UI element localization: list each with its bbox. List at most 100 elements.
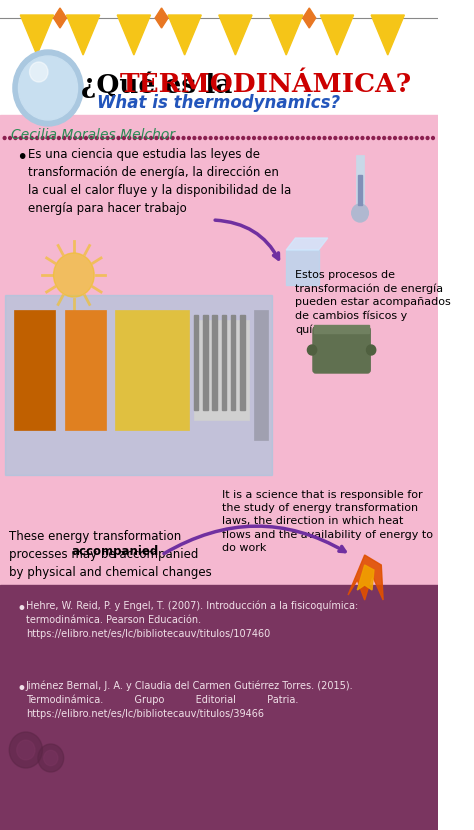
Circle shape bbox=[57, 136, 60, 139]
Circle shape bbox=[144, 136, 147, 139]
Circle shape bbox=[117, 136, 120, 139]
Circle shape bbox=[237, 136, 239, 139]
Circle shape bbox=[204, 136, 207, 139]
Polygon shape bbox=[371, 15, 404, 55]
Bar bbox=[115, 310, 189, 430]
Circle shape bbox=[193, 136, 196, 139]
Bar bbox=[203, 315, 208, 410]
Bar bbox=[0, 0, 438, 115]
Circle shape bbox=[399, 136, 402, 139]
Circle shape bbox=[388, 136, 391, 139]
Circle shape bbox=[296, 136, 299, 139]
Bar bbox=[64, 310, 106, 430]
Text: •: • bbox=[17, 680, 27, 698]
Bar bbox=[0, 585, 438, 830]
Circle shape bbox=[361, 136, 364, 139]
Circle shape bbox=[421, 136, 424, 139]
Circle shape bbox=[301, 136, 304, 139]
Bar bbox=[212, 315, 217, 410]
Circle shape bbox=[133, 136, 136, 139]
Polygon shape bbox=[155, 8, 168, 28]
Polygon shape bbox=[303, 8, 316, 28]
Circle shape bbox=[339, 136, 342, 139]
Circle shape bbox=[432, 136, 434, 139]
Circle shape bbox=[14, 136, 17, 139]
Bar bbox=[194, 315, 199, 410]
Bar bbox=[194, 320, 249, 420]
Circle shape bbox=[84, 136, 87, 139]
Circle shape bbox=[139, 136, 142, 139]
FancyBboxPatch shape bbox=[313, 327, 370, 373]
Polygon shape bbox=[357, 565, 374, 590]
Circle shape bbox=[128, 136, 131, 139]
Circle shape bbox=[41, 136, 44, 139]
Polygon shape bbox=[54, 8, 66, 28]
Circle shape bbox=[318, 136, 320, 139]
Circle shape bbox=[404, 136, 407, 139]
Circle shape bbox=[177, 136, 180, 139]
Bar bbox=[286, 250, 319, 285]
Circle shape bbox=[46, 136, 49, 139]
Circle shape bbox=[280, 136, 283, 139]
Bar bbox=[0, 115, 438, 585]
Circle shape bbox=[122, 136, 125, 139]
Bar bbox=[231, 315, 236, 410]
Polygon shape bbox=[20, 15, 54, 55]
Circle shape bbox=[328, 136, 331, 139]
Circle shape bbox=[30, 136, 33, 139]
Circle shape bbox=[182, 136, 185, 139]
Circle shape bbox=[150, 136, 153, 139]
Circle shape bbox=[312, 136, 315, 139]
Circle shape bbox=[410, 136, 413, 139]
Circle shape bbox=[366, 136, 369, 139]
Circle shape bbox=[112, 136, 114, 139]
Polygon shape bbox=[286, 238, 328, 250]
Circle shape bbox=[95, 136, 98, 139]
Text: accompanied: accompanied bbox=[71, 545, 158, 558]
Bar bbox=[314, 325, 369, 333]
Circle shape bbox=[13, 50, 83, 126]
Bar bbox=[356, 155, 364, 205]
Circle shape bbox=[101, 136, 104, 139]
Bar bbox=[5, 295, 273, 475]
Circle shape bbox=[25, 136, 27, 139]
Text: Estos procesos de
transformación de energía
pueden estar acompañados
de cambios : Estos procesos de transformación de ener… bbox=[295, 270, 451, 334]
Circle shape bbox=[307, 136, 310, 139]
Bar bbox=[358, 175, 362, 205]
Circle shape bbox=[334, 136, 337, 139]
Circle shape bbox=[210, 136, 212, 139]
Circle shape bbox=[247, 136, 250, 139]
Circle shape bbox=[258, 136, 261, 139]
Bar bbox=[221, 315, 226, 410]
Circle shape bbox=[36, 136, 38, 139]
Circle shape bbox=[106, 136, 109, 139]
Circle shape bbox=[3, 136, 6, 139]
Circle shape bbox=[426, 136, 429, 139]
Text: TERMODINÁMICA?: TERMODINÁMICA? bbox=[120, 72, 412, 97]
Circle shape bbox=[269, 136, 272, 139]
Circle shape bbox=[74, 136, 76, 139]
Circle shape bbox=[366, 345, 376, 355]
Circle shape bbox=[68, 136, 71, 139]
Circle shape bbox=[323, 136, 326, 139]
Circle shape bbox=[79, 136, 82, 139]
Circle shape bbox=[291, 136, 293, 139]
Circle shape bbox=[9, 732, 43, 768]
Polygon shape bbox=[320, 15, 354, 55]
Circle shape bbox=[155, 136, 158, 139]
Circle shape bbox=[9, 136, 11, 139]
Circle shape bbox=[231, 136, 234, 139]
Circle shape bbox=[415, 136, 418, 139]
Circle shape bbox=[29, 62, 48, 82]
Circle shape bbox=[44, 750, 58, 766]
Circle shape bbox=[18, 56, 78, 120]
Polygon shape bbox=[117, 15, 150, 55]
Circle shape bbox=[161, 136, 163, 139]
Text: These energy transformation
processes may be accompanied
by physical and chemica: These energy transformation processes ma… bbox=[9, 530, 212, 579]
Text: It is a science that is responsible for
the study of energy transformation
laws,: It is a science that is responsible for … bbox=[221, 490, 433, 553]
Text: ¿Qué es la: ¿Qué es la bbox=[81, 71, 242, 98]
Circle shape bbox=[383, 136, 385, 139]
Circle shape bbox=[199, 136, 201, 139]
Polygon shape bbox=[270, 15, 303, 55]
Circle shape bbox=[393, 136, 396, 139]
